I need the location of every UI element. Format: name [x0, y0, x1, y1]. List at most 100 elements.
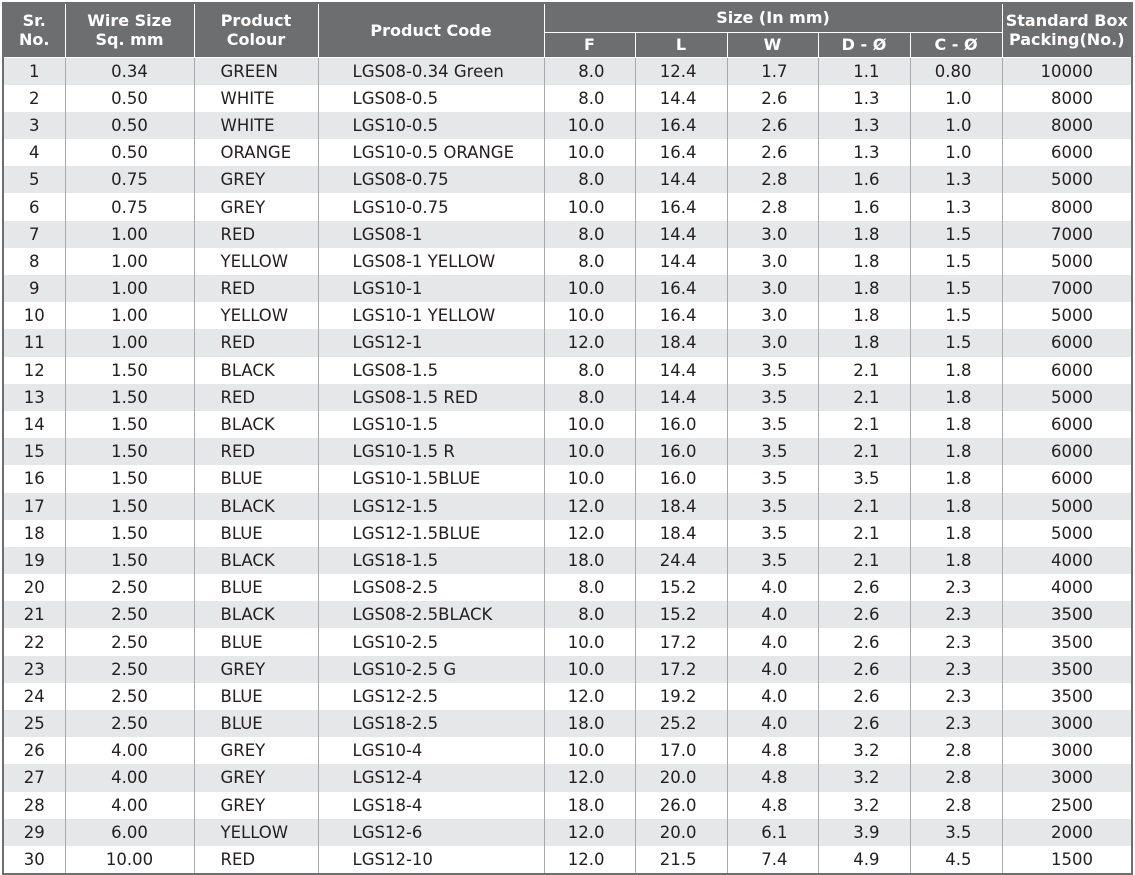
table-cell: 0.50 [64, 111, 194, 140]
table-cell: 1.50 [64, 410, 194, 439]
table-cell: 2.6 [817, 710, 910, 738]
table-cell: 2.50 [64, 628, 194, 656]
table-cell: 8.0 [543, 356, 635, 384]
table-cell: 9 [2, 275, 65, 303]
table-cell: 12.0 [543, 682, 635, 710]
column-header: Sr. No. [2, 3, 66, 58]
table-cell: 8000 [1001, 193, 1133, 221]
table-cell: 25 [2, 710, 65, 738]
table-cell: 1.3 [909, 193, 1003, 221]
table-cell: 3.5 [726, 519, 818, 547]
table-cell: 8000 [1001, 111, 1133, 140]
table-cell: RED [193, 845, 318, 875]
header-line: Colour [226, 30, 286, 50]
table-cell: 2000 [1001, 818, 1133, 846]
table-cell: 8 [2, 247, 65, 275]
table-cell: 1.7 [726, 57, 818, 85]
table-cell: 1.8 [817, 220, 910, 248]
table-cell: 14.4 [634, 247, 727, 275]
table-cell: 14.4 [634, 84, 727, 112]
table-cell: 1.50 [64, 383, 194, 411]
table-cell: 1.50 [64, 356, 194, 384]
table-cell: LGS08-1.5 RED [317, 383, 544, 411]
table-row: 21 2.50 BLACK LGS08-2.5BLACK 8.0 15.2 4.0 2.6 2.… [2, 601, 1133, 629]
table-cell: 3.0 [726, 220, 818, 248]
table-cell: 1.0 [909, 139, 1003, 167]
table-cell: 1.8 [909, 492, 1003, 520]
table-row: 18 1.50 BLUE LGS12-1.5BLUE 12.0 18.4 3.5 2.1 1.8… [2, 519, 1133, 547]
table-cell: 5 [2, 166, 65, 194]
table-row: 19 1.50 BLACK LGS18-1.5 18.0 24.4 3.5 2.1 1.8 400… [2, 546, 1133, 575]
group-header: Size (In mm) [543, 3, 1003, 33]
table-cell: 26 [2, 737, 65, 765]
table-cell: LGS12-6 [317, 818, 544, 846]
table-cell: 2.8 [909, 737, 1003, 765]
column-header: Product Code [317, 3, 545, 58]
table-cell: 3.5 [726, 465, 818, 493]
table-cell: 6000 [1001, 410, 1133, 439]
table-row: 14 1.50 BLACK LGS10-1.5 10.0 16.0 3.5 2.1 1.8 600… [2, 410, 1133, 439]
table-cell: 5000 [1001, 492, 1133, 520]
table-cell: 3000 [1001, 764, 1133, 792]
table-cell: 3.0 [726, 302, 818, 330]
header-row: Sr. No. Wire Size Sq. mm Product Colour Produc… [2, 3, 1133, 58]
table-cell: 17 [2, 492, 65, 520]
table-cell: LGS08-0.34 Green [317, 57, 544, 85]
table-cell: 16.4 [634, 193, 727, 221]
table-row: 29 6.00 YELLOW LGS12-6 12.0 20.0 6.1 3.9 3.5 2000 [2, 818, 1133, 846]
table-cell: 2.6 [726, 139, 818, 167]
table-cell: LGS08-1 [317, 220, 544, 248]
table-cell: 5000 [1001, 302, 1133, 330]
table-cell: WHITE [193, 111, 318, 140]
table-cell: 27 [2, 764, 65, 792]
table-cell: 4.0 [726, 574, 818, 602]
table-cell: 24.4 [634, 546, 727, 575]
table-cell: LGS10-1 YELLOW [317, 302, 544, 330]
table-cell: 1.8 [909, 546, 1003, 575]
table-cell: LGS12-2.5 [317, 682, 544, 710]
table-cell: 2.50 [64, 655, 194, 683]
table-cell: LGS08-0.5 [317, 84, 544, 112]
table-cell: 6000 [1001, 139, 1133, 167]
table-row: 5 0.75 GREY LGS08-0.75 8.0 14.4 2.8 1.6 1.3 5000 [2, 166, 1133, 194]
table-cell: LGS12-1 [317, 329, 544, 357]
table-cell: 3500 [1001, 601, 1133, 629]
table-cell: 16.4 [634, 302, 727, 330]
table-cell: 21.5 [634, 845, 727, 875]
table-cell: 1.50 [64, 519, 194, 547]
table-cell: 4.8 [726, 791, 818, 819]
table-cell: 2.6 [817, 682, 910, 710]
table-cell: 3000 [1001, 737, 1133, 765]
table-cell: 7000 [1001, 275, 1133, 303]
table-cell: LGS10-1 [317, 275, 544, 303]
table-cell: 6 [2, 193, 65, 221]
table-cell: 10.00 [64, 845, 194, 875]
table-cell: 4.00 [64, 764, 194, 792]
table-row: 15 1.50 RED LGS10-1.5 R 10.0 16.0 3.5 2.1 1.8 600… [2, 438, 1133, 466]
table-row: 6 0.75 GREY LGS10-0.75 10.0 16.4 2.8 1.6 1.3 8000 [2, 193, 1133, 221]
table-cell: 1.8 [817, 247, 910, 275]
table-cell: 1.00 [64, 302, 194, 330]
table-cell: 1500 [1001, 845, 1133, 875]
table-cell: BLUE [193, 710, 318, 738]
table-cell: YELLOW [193, 247, 318, 275]
table-cell: LGS10-4 [317, 737, 544, 765]
table-cell: 4.0 [726, 628, 818, 656]
table-cell: 23 [2, 655, 65, 683]
table-cell: 6000 [1001, 329, 1133, 357]
header-line: Product Code [370, 20, 492, 40]
table-body: 1 0.34 GREEN LGS08-0.34 Green 8.0 12.4 1.7 1.1 0… [2, 57, 1133, 875]
table-cell: 3.5 [817, 465, 910, 493]
table-cell: 18 [2, 519, 65, 547]
table-cell: 1.50 [64, 492, 194, 520]
table-cell: LGS12-10 [317, 845, 544, 875]
table-cell: 3500 [1001, 628, 1133, 656]
table-row: 26 4.00 GREY LGS10-4 10.0 17.0 4.8 3.2 2.8 3000 [2, 737, 1133, 765]
table-cell: 2.1 [817, 438, 910, 466]
table-cell: 16.4 [634, 139, 727, 167]
table-cell: 2.50 [64, 574, 194, 602]
table-cell: 2500 [1001, 791, 1133, 819]
table-cell: 2.50 [64, 601, 194, 629]
table-cell: 2.1 [817, 546, 910, 575]
